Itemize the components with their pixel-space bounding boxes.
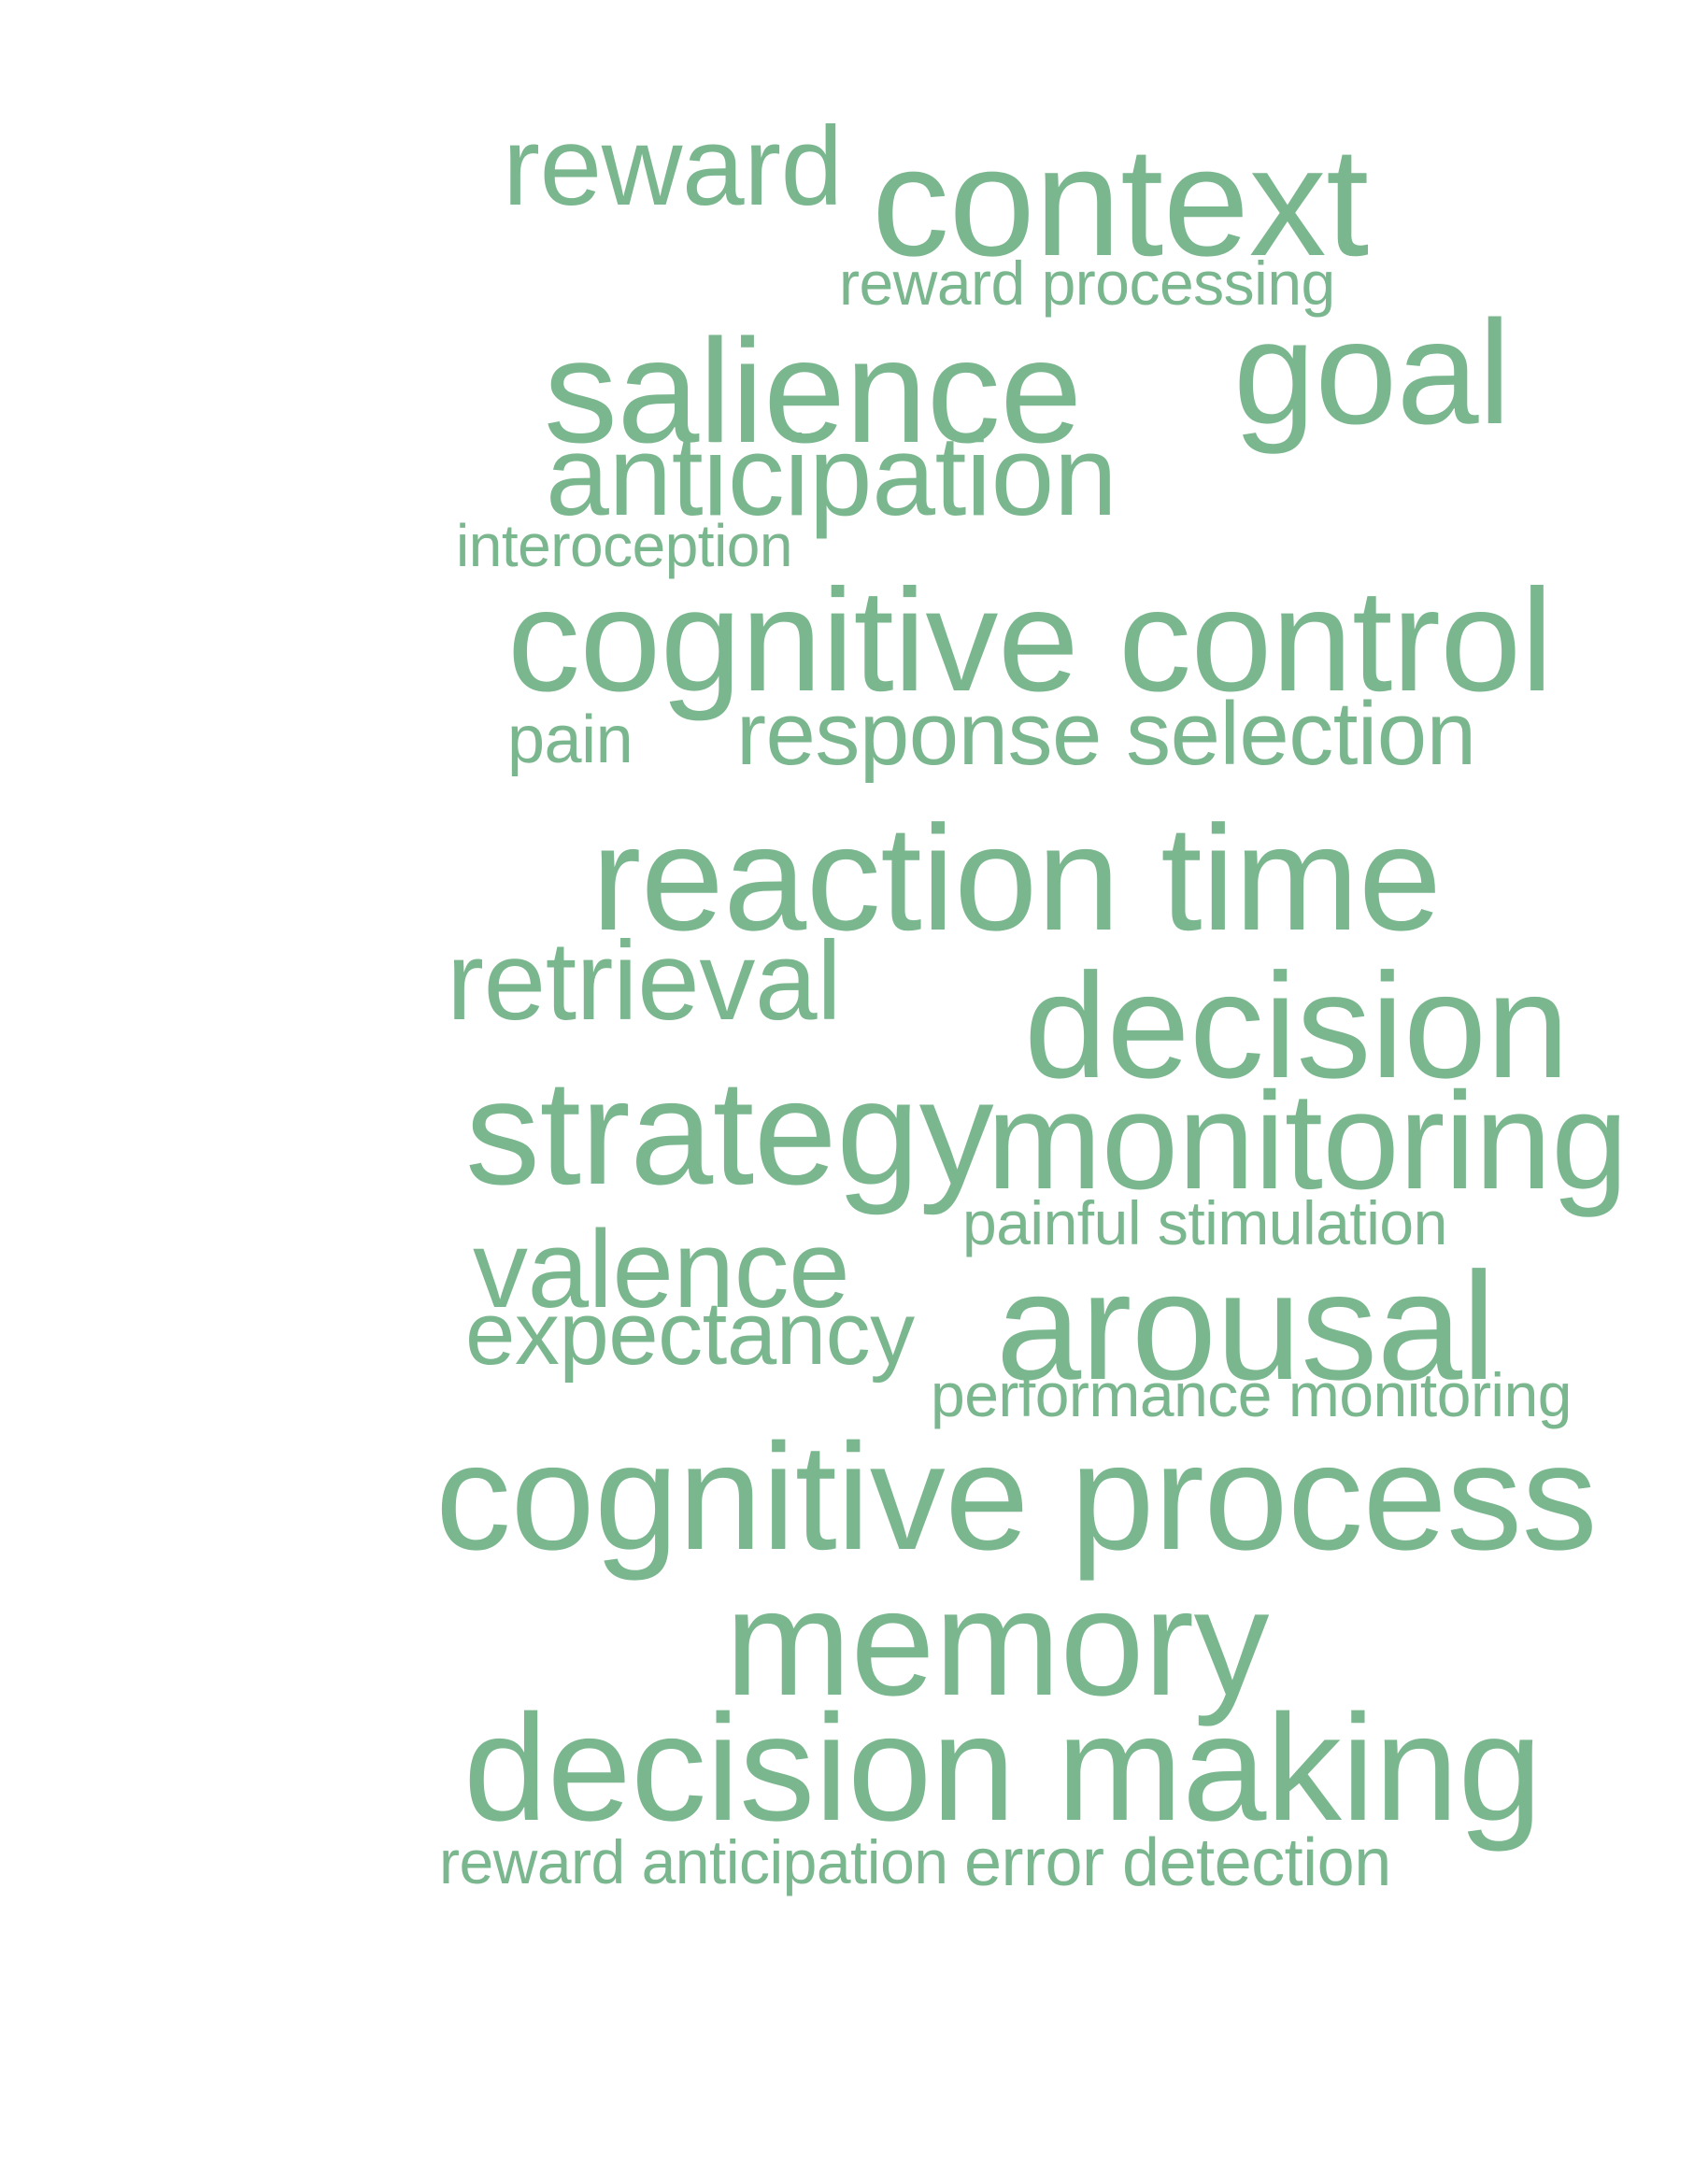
word-error-detection: error detection [964,1825,1391,1900]
word-interoception: interoception [456,512,792,579]
word-reward: reward [503,104,843,229]
word-valence: valence [473,1208,850,1331]
word-decision: decision [1024,942,1570,1109]
word-pain: pain [507,703,633,777]
word-goal: goal [1233,291,1511,455]
word-anticipation: anticipation [546,412,1117,539]
word-memory: memory [725,1558,1270,1727]
word-arousal: arousal [996,1241,1496,1412]
word-painful-stimulation: painful stimulation [962,1188,1447,1257]
word-reward-processing: reward processing [839,248,1335,318]
word-strategy: strategy [465,1048,994,1215]
word-retrieval: retrieval [447,918,842,1044]
word-context: context [872,116,1369,289]
word-monitoring: monitoring [987,1064,1629,1218]
word-cognitive-control: cognitive control [507,560,1553,722]
word-cognitive-process: cognitive process [435,1413,1598,1582]
word-decision-making: decision making [463,1683,1543,1853]
word-reward-anticipation: reward anticipation [439,1827,948,1896]
word-response-selection: response selection [736,684,1476,784]
word-salience: salience [544,309,1082,474]
word-reaction-time: reaction time [591,794,1442,961]
word-expectancy: expectancy [465,1284,915,1384]
word-performance-monitoring: performance monitoring [931,1360,1573,1429]
